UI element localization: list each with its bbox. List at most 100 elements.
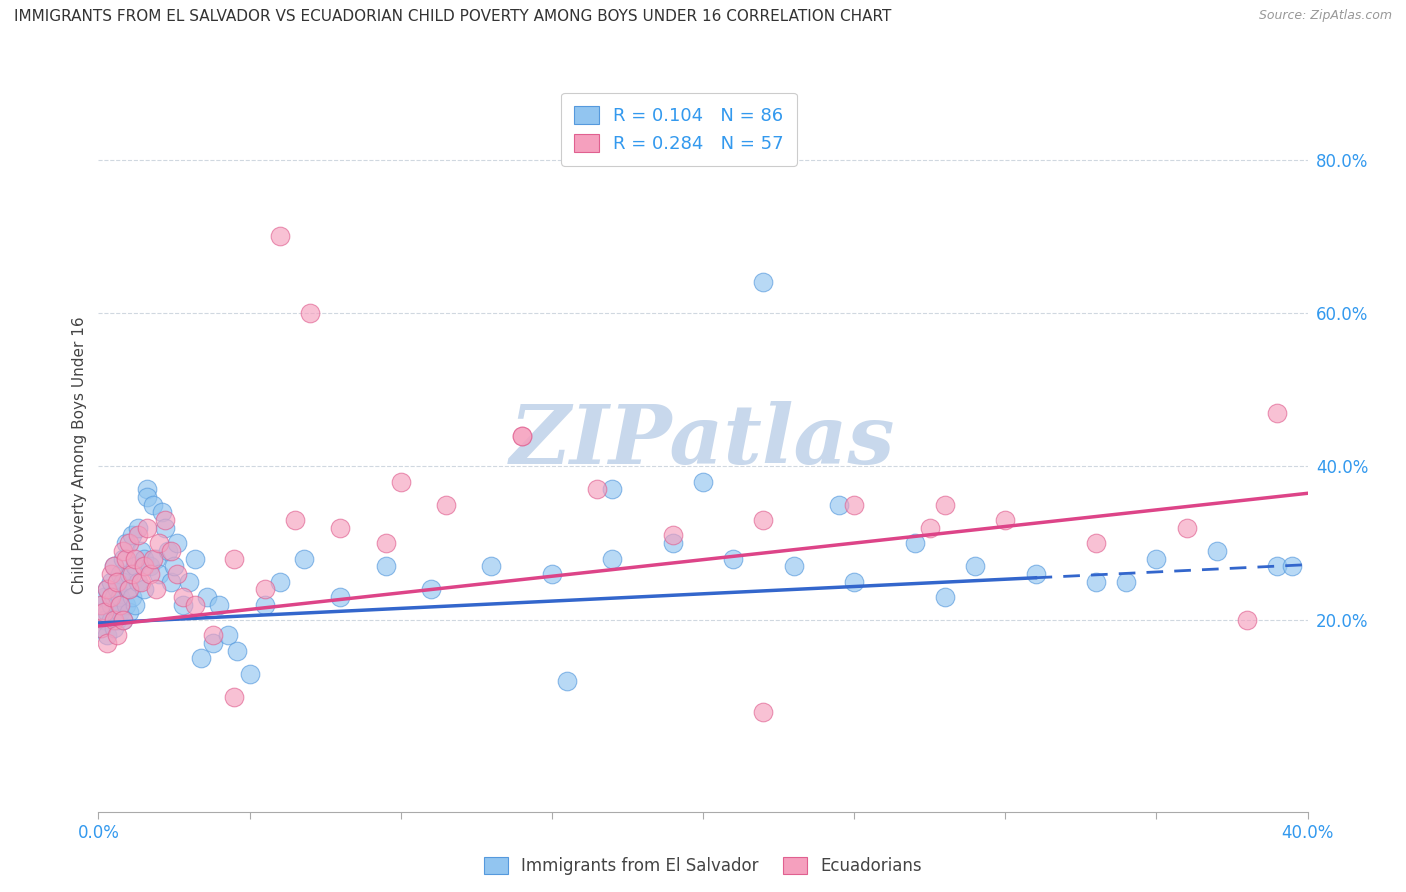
Point	[692, 475, 714, 489]
Point	[1236, 613, 1258, 627]
Point	[156, 544, 179, 558]
Point	[217, 628, 239, 642]
Point	[934, 590, 956, 604]
Point	[118, 582, 141, 597]
Point	[111, 613, 134, 627]
Point	[208, 598, 231, 612]
Point	[148, 566, 170, 581]
Point	[160, 574, 183, 589]
Point	[1024, 566, 1046, 581]
Point	[96, 605, 118, 619]
Point	[145, 551, 167, 566]
Point	[202, 636, 225, 650]
Point	[111, 613, 134, 627]
Point	[100, 598, 122, 612]
Point	[184, 598, 207, 612]
Point	[118, 536, 141, 550]
Point	[284, 513, 307, 527]
Point	[172, 598, 194, 612]
Point	[934, 498, 956, 512]
Point	[148, 536, 170, 550]
Point	[389, 475, 412, 489]
Point	[965, 559, 987, 574]
Point	[105, 574, 128, 589]
Point	[124, 551, 146, 566]
Point	[127, 574, 149, 589]
Point	[108, 598, 131, 612]
Point	[269, 574, 291, 589]
Point	[269, 229, 291, 244]
Point	[1267, 559, 1289, 574]
Point	[121, 566, 143, 581]
Point	[292, 551, 315, 566]
Point	[555, 674, 578, 689]
Point	[153, 521, 176, 535]
Point	[510, 428, 533, 442]
Point	[139, 566, 162, 581]
Point	[127, 521, 149, 535]
Point	[132, 559, 155, 574]
Point	[121, 590, 143, 604]
Point	[100, 574, 122, 589]
Point	[90, 598, 112, 612]
Point	[1267, 406, 1289, 420]
Point	[844, 574, 866, 589]
Point	[142, 498, 165, 512]
Point	[135, 483, 157, 497]
Point	[105, 628, 128, 642]
Point	[166, 566, 188, 581]
Point	[139, 559, 162, 574]
Point	[132, 582, 155, 597]
Point	[752, 513, 775, 527]
Point	[105, 598, 128, 612]
Point	[602, 551, 624, 566]
Point	[100, 590, 122, 604]
Point	[166, 536, 188, 550]
Point	[90, 621, 112, 635]
Point	[108, 590, 131, 604]
Text: ZIPatlas: ZIPatlas	[510, 401, 896, 481]
Point	[184, 551, 207, 566]
Point	[118, 582, 141, 597]
Point	[510, 428, 533, 442]
Point	[202, 628, 225, 642]
Point	[1085, 536, 1108, 550]
Point	[299, 306, 322, 320]
Point	[481, 559, 503, 574]
Point	[118, 566, 141, 581]
Point	[93, 613, 115, 627]
Point	[121, 528, 143, 542]
Point	[420, 582, 443, 597]
Point	[96, 582, 118, 597]
Point	[100, 613, 122, 627]
Point	[662, 528, 685, 542]
Point	[994, 513, 1017, 527]
Point	[129, 544, 152, 558]
Point	[145, 582, 167, 597]
Text: IMMIGRANTS FROM EL SALVADOR VS ECUADORIAN CHILD POVERTY AMONG BOYS UNDER 16 CORR: IMMIGRANTS FROM EL SALVADOR VS ECUADORIA…	[14, 9, 891, 24]
Point	[329, 521, 352, 535]
Point	[150, 506, 173, 520]
Point	[135, 490, 157, 504]
Point	[253, 582, 276, 597]
Point	[105, 582, 128, 597]
Point	[1175, 521, 1198, 535]
Point	[828, 498, 851, 512]
Point	[752, 275, 775, 289]
Point	[226, 643, 249, 657]
Point	[103, 559, 125, 574]
Point	[103, 613, 125, 627]
Point	[163, 559, 186, 574]
Point	[1115, 574, 1137, 589]
Point	[96, 582, 118, 597]
Point	[239, 666, 262, 681]
Point	[114, 598, 136, 612]
Point	[329, 590, 352, 604]
Point	[374, 559, 396, 574]
Point	[108, 605, 131, 619]
Point	[195, 590, 218, 604]
Point	[190, 651, 212, 665]
Point	[111, 574, 134, 589]
Point	[723, 551, 745, 566]
Point	[105, 613, 128, 627]
